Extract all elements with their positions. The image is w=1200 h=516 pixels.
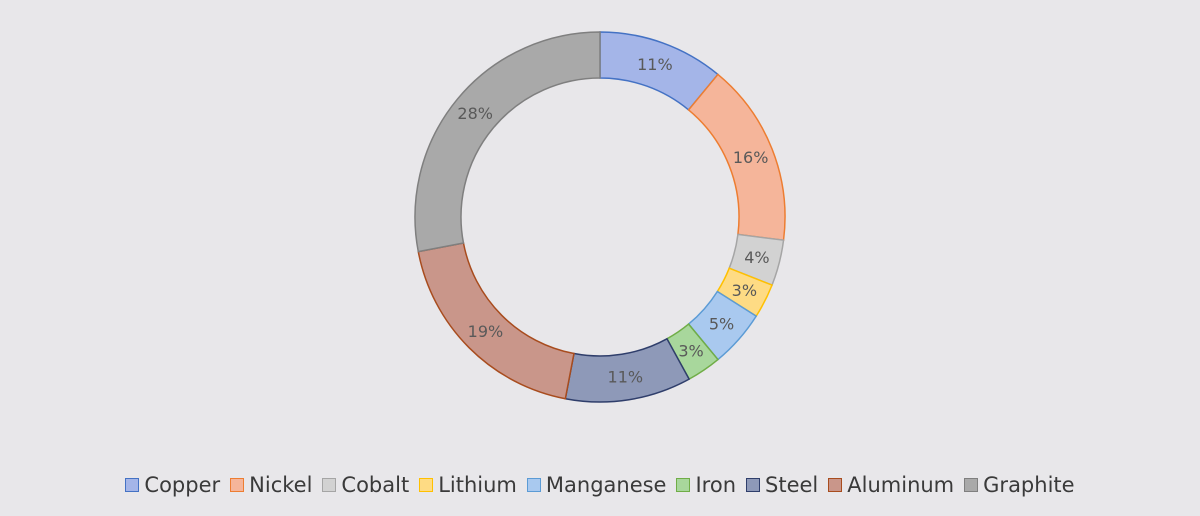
legend-label-cobalt: Cobalt (341, 473, 410, 497)
legend-swatch-lithium (419, 478, 434, 492)
legend-item-nickel: Nickel (230, 473, 312, 497)
slice-aluminum (417, 242, 575, 400)
legend-label-iron: Iron (695, 473, 737, 497)
legend-item-steel: Steel (746, 473, 818, 497)
legend-item-aluminum: Aluminum (828, 473, 954, 497)
legend-swatch-aluminum (828, 478, 843, 492)
legend-swatch-graphite (964, 478, 979, 492)
legend-item-iron: Iron (676, 473, 736, 497)
legend-swatch-cobalt (322, 478, 337, 492)
legend-label-manganese: Manganese (545, 473, 667, 497)
legend-label-steel: Steel (765, 473, 819, 497)
legend-item-copper: Copper (125, 473, 220, 497)
data-label-lithium: 3% (732, 281, 757, 300)
legend-item-manganese: Manganese (526, 473, 667, 497)
data-label-manganese: 5% (709, 315, 734, 334)
legend-swatch-copper (125, 478, 140, 492)
slice-graphite (414, 31, 601, 253)
data-label-graphite: 28% (457, 104, 493, 123)
legend: Copper Nickel Cobalt Lithium Manganese Iron St… (0, 470, 1200, 500)
data-label-iron: 3% (678, 341, 703, 360)
legend-label-copper: Copper (144, 473, 221, 497)
legend-swatch-iron (676, 478, 691, 492)
data-label-aluminum: 19% (468, 322, 504, 341)
data-label-steel: 11% (608, 368, 644, 387)
data-label-nickel: 16% (733, 148, 769, 167)
legend-swatch-manganese (526, 478, 541, 492)
legend-swatch-steel (746, 478, 761, 492)
data-label-cobalt: 4% (744, 248, 769, 267)
legend-item-graphite: Graphite (964, 473, 1075, 497)
legend-label-nickel: Nickel (249, 473, 313, 497)
legend-label-graphite: Graphite (983, 473, 1075, 497)
legend-item-lithium: Lithium (419, 473, 517, 497)
legend-label-lithium: Lithium (438, 473, 517, 497)
legend-swatch-nickel (230, 478, 245, 492)
legend-label-aluminum: Aluminum (847, 473, 955, 497)
data-label-copper: 11% (637, 55, 673, 74)
legend-item-cobalt: Cobalt (322, 473, 409, 497)
